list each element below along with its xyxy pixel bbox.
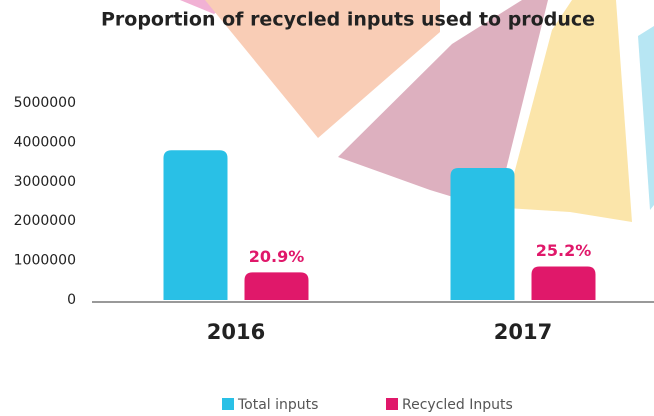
y-tick-label: 2000000 — [14, 213, 76, 229]
share-label: 25.2% — [536, 241, 592, 260]
decor-wedge — [638, 26, 654, 210]
background-decoration — [180, 0, 654, 222]
chart: Proportion of recycled inputs used to pr… — [0, 0, 654, 416]
y-tick-label: 0 — [67, 292, 76, 308]
x-tick-label: 2017 — [494, 320, 552, 344]
y-tick-label: 3000000 — [14, 174, 76, 190]
chart-title: Proportion of recycled inputs used to pr… — [101, 9, 595, 31]
bar — [164, 150, 228, 300]
y-tick-label: 1000000 — [14, 253, 76, 269]
bar — [451, 168, 515, 300]
y-tick-label: 5000000 — [14, 95, 76, 111]
legend-label: Recycled Inputs — [402, 397, 513, 413]
y-tick-label: 4000000 — [14, 134, 76, 150]
legend-swatch — [222, 398, 234, 410]
legend-swatch — [386, 398, 398, 410]
bar — [245, 272, 309, 300]
x-tick-label: 2016 — [207, 320, 265, 344]
legend-label: Total inputs — [237, 397, 318, 413]
share-label: 20.9% — [249, 247, 305, 266]
bar — [532, 267, 596, 300]
